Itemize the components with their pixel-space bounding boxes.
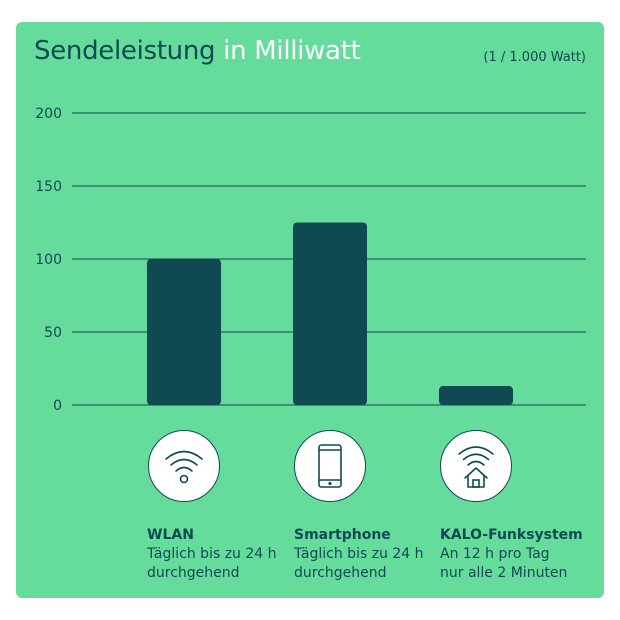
bar-kalo-funksystem [439,386,513,405]
category-caption-smartphone: Smartphone Täglich bis zu 24 h durchgehe… [294,526,444,583]
title-part2: in Milliwatt [215,36,361,66]
category-name: WLAN [147,527,194,543]
wifi-house-icon [440,430,512,502]
category-caption-kalo: KALO-Funksystem An 12 h pro Tag nur alle… [440,526,590,583]
category-name: Smartphone [294,527,391,543]
bar-smartphone [293,222,367,405]
bar-wlan [147,259,221,405]
category-line1: Täglich bis zu 24 h [294,546,424,562]
unit-note: (1 / 1.000 Watt) [483,50,586,65]
smartphone-icon [294,430,366,502]
category-name: KALO-Funksystem [440,527,583,543]
y-tick-label: 150 [35,179,62,195]
category-line1: Täglich bis zu 24 h [147,546,277,562]
chart-title: Sendeleistung in Milliwatt [34,36,361,66]
title-part1: Sendeleistung [34,36,216,66]
y-tick-label: 200 [35,106,62,122]
chart-card: Sendeleistung in Milliwatt (1 / 1.000 Wa… [16,22,604,598]
category-caption-wlan: WLAN Täglich bis zu 24 h durchgehend [147,526,297,583]
category-line2: nur alle 2 Minuten [440,565,568,581]
y-tick-label: 100 [35,252,62,268]
y-tick-label: 0 [53,398,62,414]
category-line1: An 12 h pro Tag [440,546,550,562]
y-tick-label: 50 [44,325,62,341]
category-line2: durchgehend [147,565,240,581]
bar-chart: 0 50 100 150 200 [35,106,586,414]
wifi-icon [148,430,220,502]
category-line2: durchgehend [294,565,387,581]
